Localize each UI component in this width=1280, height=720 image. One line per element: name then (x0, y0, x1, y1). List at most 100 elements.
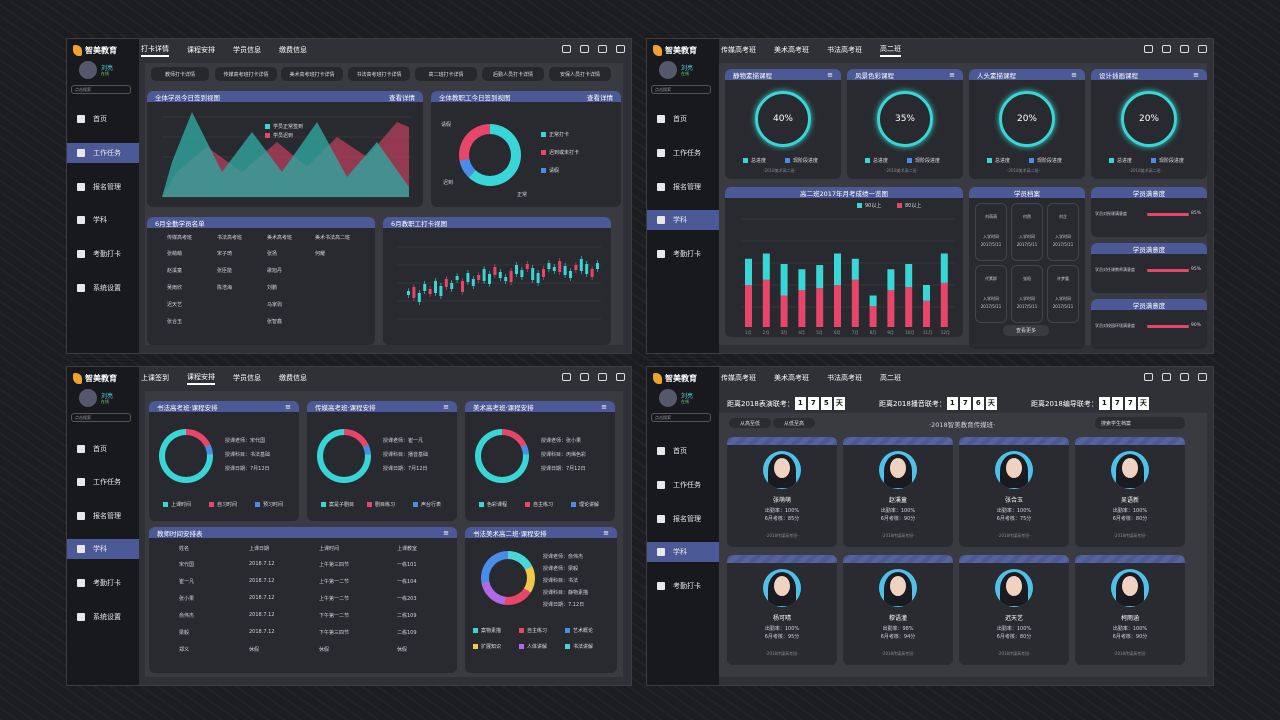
message-icon[interactable] (598, 373, 607, 381)
nav-settings[interactable]: 系统设置 (67, 607, 139, 627)
tab-course[interactable]: 课程安排 (187, 372, 215, 385)
archive-card[interactable]: 张阳 入学时间 2017/5/11 (1011, 265, 1043, 323)
menu-icon[interactable]: ≡ (285, 402, 291, 411)
schedule-cell: 梁毅 (179, 630, 190, 636)
pill-logistics[interactable]: 后勤人员打卡详情 (482, 67, 544, 81)
gear-icon[interactable] (1198, 373, 1207, 381)
student-search-input[interactable]: 搜索学生档案 (1095, 417, 1185, 429)
nav-tasks[interactable]: 工作任务 (67, 143, 139, 163)
gear-icon[interactable] (616, 45, 625, 53)
bell-icon[interactable] (1162, 373, 1171, 381)
nav-enroll[interactable]: 报名管理 (647, 509, 719, 529)
avatar[interactable] (659, 389, 677, 407)
gear-icon[interactable] (1198, 45, 1207, 53)
bell-icon[interactable] (580, 45, 589, 53)
nav-tasks[interactable]: 工作任务 (647, 143, 719, 163)
student-card[interactable]: 杨可晴 出勤率：100% 6月考核：95分 -2018传媒高考班- (727, 555, 837, 665)
student-footer: -2018传媒高考班- (765, 651, 799, 656)
menu-icon[interactable]: ≡ (827, 70, 833, 79)
tab-grade2[interactable]: 高二班 (880, 44, 901, 57)
nav-attendance[interactable]: 考勤打卡 (67, 573, 139, 593)
nav-attendance[interactable]: 考勤打卡 (647, 244, 719, 264)
search-input[interactable]: 点击搜索 (651, 413, 711, 422)
student-card[interactable]: 迟天艺 出勤率：100% 6月考核：80分 -2018传媒高考班- (959, 555, 1069, 665)
tab-students[interactable]: 学员信息 (233, 46, 261, 54)
nav-enroll[interactable]: 报名管理 (67, 506, 139, 526)
avatar[interactable] (79, 61, 97, 79)
nav-subject[interactable]: 学科 (67, 539, 139, 559)
view-details-link[interactable]: 查看详情 (587, 93, 613, 102)
nav-enroll[interactable]: 报名管理 (67, 177, 139, 197)
student-card[interactable]: 张萌萌 出勤率：100% 6月考核：85分 -2018传媒高考班- (727, 437, 837, 547)
nav-attendance[interactable]: 考勤打卡 (67, 244, 139, 264)
tab-checkin[interactable]: 打卡详情 (141, 44, 169, 57)
nav-settings[interactable]: 系统设置 (67, 278, 139, 298)
tab-signin[interactable]: 上课签到 (141, 374, 169, 382)
nav-enroll[interactable]: 报名管理 (647, 177, 719, 197)
student-card[interactable]: 柯雨涵 出勤率：100% 6月考核：90分 -2018传媒高考班- (1075, 555, 1185, 665)
sort-high-low[interactable]: 从高至低 (729, 418, 771, 428)
bell-icon[interactable] (1162, 45, 1171, 53)
tab-media[interactable]: 传媒高考班 (721, 46, 756, 54)
gear-icon[interactable] (616, 373, 625, 381)
bell-icon[interactable] (580, 373, 589, 381)
archive-card[interactable]: 刘萌萌 入学时间 2017/5/11 (975, 203, 1007, 261)
tab-grade2[interactable]: 高二班 (880, 374, 901, 382)
view-more-button[interactable]: 查看更多 (1003, 325, 1049, 336)
tab-calligraphy[interactable]: 书法高考班 (827, 46, 862, 54)
mail-icon[interactable] (562, 373, 571, 381)
message-icon[interactable] (1180, 45, 1189, 53)
tab-art[interactable]: 美术高考班 (774, 374, 809, 382)
nav-tasks[interactable]: 工作任务 (647, 475, 719, 495)
nav-tasks[interactable]: 工作任务 (67, 472, 139, 492)
archive-card[interactable]: 代素群 入学时间 2017/5/11 (975, 265, 1007, 323)
student-card[interactable]: 穆语潼 出勤率：98% 6月考核：94分 -2018传媒高考班- (843, 555, 953, 665)
search-input[interactable]: 点击搜索 (71, 413, 131, 422)
menu-icon[interactable]: ≡ (949, 70, 955, 79)
menu-icon[interactable]: ≡ (1071, 70, 1077, 79)
pill-grade2[interactable]: 高二班打卡详情 (415, 67, 477, 81)
menu-icon[interactable]: ≡ (1193, 70, 1199, 79)
sort-low-high[interactable]: 从低至高 (773, 418, 815, 428)
archive-card[interactable]: 何然 入学时间 2017/5/11 (1011, 203, 1043, 261)
view-details-link[interactable]: 查看详情 (389, 93, 415, 102)
student-card[interactable]: 吴语新 出勤率：100% 6月考核：80分 -2018传媒高考班- (1075, 437, 1185, 547)
nav-home[interactable]: 首页 (67, 439, 139, 459)
menu-icon[interactable]: ≡ (603, 528, 609, 537)
nav-home[interactable]: 首页 (647, 109, 719, 129)
nav-attendance[interactable]: 考勤打卡 (647, 576, 719, 596)
menu-icon[interactable]: ≡ (443, 528, 449, 537)
student-card[interactable]: 赵溪童 出勤率：100% 6月考核：90分 -2018传媒高考班- (843, 437, 953, 547)
tab-students[interactable]: 学员信息 (233, 374, 261, 382)
nav-subject[interactable]: 学科 (67, 210, 139, 230)
menu-icon[interactable]: ≡ (443, 402, 449, 411)
message-icon[interactable] (1180, 373, 1189, 381)
search-input[interactable]: 点击搜索 (71, 85, 131, 94)
nav-home[interactable]: 首页 (647, 441, 719, 461)
menu-icon[interactable]: ≡ (601, 402, 607, 411)
avatar[interactable] (659, 61, 677, 79)
archive-card[interactable]: 许梦露 入学时间 2017/5/11 (1047, 265, 1079, 323)
avatar[interactable] (79, 389, 97, 407)
mail-icon[interactable] (1144, 373, 1153, 381)
student-card[interactable]: 张合玉 出勤率：100% 6月考核：75分 -2018传媒高考班- (959, 437, 1069, 547)
archive-card[interactable]: 刘芷 入学时间 2017/5/11 (1047, 203, 1079, 261)
mail-icon[interactable] (1144, 45, 1153, 53)
tab-payment[interactable]: 缴费信息 (279, 46, 307, 54)
nav-subject[interactable]: 学科 (647, 210, 719, 230)
mail-icon[interactable] (562, 45, 571, 53)
pill-teacher[interactable]: 教师打卡详情 (151, 67, 209, 81)
pill-security[interactable]: 安保人员打卡详情 (549, 67, 611, 81)
tab-art[interactable]: 美术高考班 (774, 46, 809, 54)
tab-media[interactable]: 传媒高考班 (721, 374, 756, 382)
nav-home[interactable]: 首页 (67, 109, 139, 129)
message-icon[interactable] (598, 45, 607, 53)
tab-calligraphy[interactable]: 书法高考班 (827, 374, 862, 382)
tab-course[interactable]: 课程安排 (187, 46, 215, 54)
pill-art[interactable]: 美术高考班打卡详情 (281, 67, 343, 81)
nav-subject[interactable]: 学科 (647, 542, 719, 562)
tab-payment[interactable]: 缴费信息 (279, 374, 307, 382)
search-input[interactable]: 点击搜索 (651, 85, 711, 94)
pill-calligraphy[interactable]: 书法高考班打卡详情 (348, 67, 410, 81)
pill-media[interactable]: 传媒高考班打卡详情 (215, 67, 277, 81)
